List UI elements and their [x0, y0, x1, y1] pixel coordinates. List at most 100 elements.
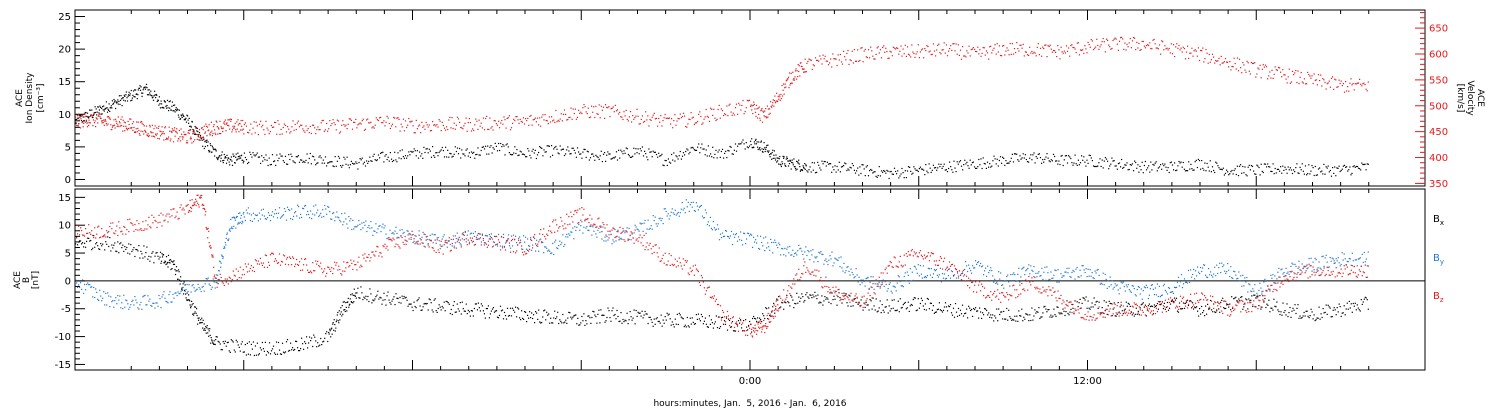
- velocity-point: [155, 125, 156, 126]
- velocity-point: [241, 120, 242, 121]
- density-point: [383, 161, 384, 162]
- density-point: [1279, 171, 1280, 172]
- velocity-point: [363, 119, 364, 120]
- by-point: [154, 308, 155, 309]
- bx-point: [1264, 298, 1265, 299]
- density-point: [316, 163, 317, 164]
- velocity-point: [980, 56, 981, 57]
- by-point: [77, 287, 78, 288]
- velocity-point: [356, 127, 357, 128]
- bx-point: [783, 309, 784, 310]
- bx-point: [1352, 312, 1353, 313]
- velocity-point: [239, 123, 240, 124]
- bx-point: [517, 307, 518, 308]
- velocity-point: [321, 122, 322, 123]
- bx-point: [1259, 295, 1260, 296]
- bx-point: [696, 314, 697, 315]
- velocity-point: [201, 137, 202, 138]
- bx-point: [327, 341, 328, 342]
- density-point: [119, 104, 120, 105]
- density-point: [182, 114, 183, 115]
- velocity-point: [950, 45, 951, 46]
- bx-point: [1193, 308, 1194, 309]
- bx-point: [259, 353, 260, 354]
- by-point: [237, 224, 238, 225]
- by-point: [491, 233, 492, 234]
- density-point: [167, 100, 168, 101]
- velocity-point: [143, 124, 144, 125]
- velocity-point: [1031, 51, 1032, 52]
- velocity-point: [123, 120, 124, 121]
- velocity-point: [503, 116, 504, 117]
- bx-point: [735, 331, 736, 332]
- density-point: [588, 151, 589, 152]
- velocity-point: [110, 119, 111, 120]
- density-point: [155, 97, 156, 98]
- density-point: [1036, 156, 1037, 157]
- bx-point: [1176, 298, 1177, 299]
- velocity-point: [935, 55, 936, 56]
- velocity-point: [180, 140, 181, 141]
- velocity-point: [918, 44, 919, 45]
- velocity-point: [1053, 50, 1054, 51]
- bx-point: [878, 311, 879, 312]
- density-point: [161, 101, 162, 102]
- velocity-point: [792, 72, 793, 73]
- bx-point: [994, 315, 995, 316]
- velocity-point: [871, 50, 872, 51]
- velocity-point: [196, 128, 197, 129]
- by-point: [435, 234, 436, 235]
- velocity-point: [914, 57, 915, 58]
- density-point: [357, 168, 358, 169]
- velocity-point: [1045, 44, 1046, 45]
- density-point: [1235, 168, 1236, 169]
- velocity-point: [1298, 83, 1299, 84]
- by-point: [101, 300, 102, 301]
- velocity-point: [468, 122, 469, 123]
- bx-point: [416, 307, 417, 308]
- velocity-point: [168, 138, 169, 139]
- velocity-point: [796, 79, 797, 80]
- bx-point: [325, 333, 326, 334]
- density-point: [642, 146, 643, 147]
- bottom-left-tick-label: -5: [61, 304, 71, 315]
- velocity-point: [1324, 82, 1325, 83]
- velocity-point: [218, 128, 219, 129]
- density-point: [143, 89, 144, 90]
- bx-point: [801, 293, 802, 294]
- bx-point: [874, 305, 875, 306]
- density-point: [783, 158, 784, 159]
- bx-point: [1220, 302, 1221, 303]
- density-point: [838, 169, 839, 170]
- bx-point: [678, 324, 679, 325]
- density-point: [419, 152, 420, 153]
- bx-point: [180, 283, 181, 284]
- by-point: [319, 215, 320, 216]
- bx-point: [100, 243, 101, 244]
- bx-point: [328, 332, 329, 333]
- velocity-point: [662, 120, 663, 121]
- velocity-point: [1157, 48, 1158, 49]
- velocity-point: [1323, 79, 1324, 80]
- bx-point: [299, 350, 300, 351]
- velocity-point: [720, 118, 721, 119]
- bx-point: [958, 308, 959, 309]
- density-point: [751, 138, 752, 139]
- velocity-point: [623, 111, 624, 112]
- density-point: [158, 100, 159, 101]
- bx-point: [353, 301, 354, 302]
- by-point: [482, 235, 483, 236]
- density-point: [119, 95, 120, 96]
- bx-point: [928, 299, 929, 300]
- density-point: [997, 159, 998, 160]
- bx-point: [1281, 315, 1282, 316]
- density-point: [1334, 166, 1335, 167]
- density-point: [304, 162, 305, 163]
- velocity-point: [392, 124, 393, 125]
- velocity-point: [767, 117, 768, 118]
- density-point: [1064, 159, 1065, 160]
- bx-point: [717, 327, 718, 328]
- by-point: [312, 214, 313, 215]
- bx-point: [199, 317, 200, 318]
